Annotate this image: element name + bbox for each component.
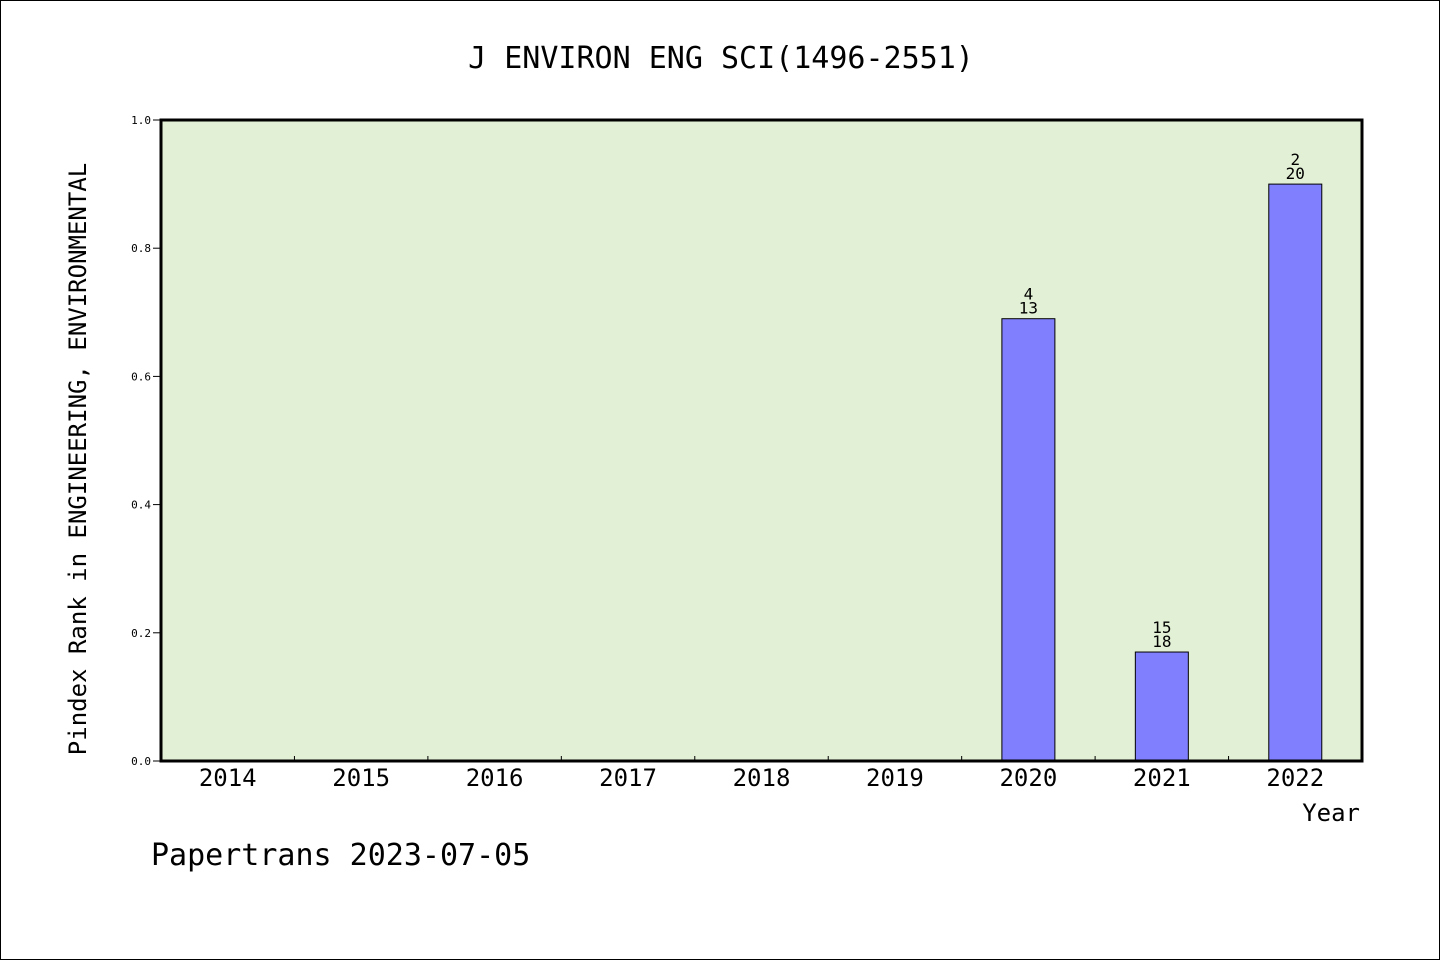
y-tick-label: 0.0 [131,755,151,768]
bar-2020 [1001,318,1056,762]
x-tick-label: 2016 [466,764,524,792]
y-axis-label: Pindex Rank in ENGINEERING, ENVIRONMENTA… [64,163,92,755]
x-tick-label: 2022 [1266,764,1324,792]
y-tick-label: 0.2 [131,627,151,640]
x-tick-label: 2019 [866,764,924,792]
x-tick-label: 2014 [199,764,257,792]
y-tick-label: 1.0 [131,114,151,127]
x-axis-label: Year [1302,799,1360,827]
bar-2022 [1268,183,1323,762]
bar-label-total: 18 [1152,632,1171,651]
y-tick-label: 0.6 [131,370,151,383]
y-tick-label: 0.8 [131,242,151,255]
plot-border [159,118,1364,763]
x-tick-label: 2018 [733,764,791,792]
x-tick-label: 2015 [332,764,390,792]
x-tick-label: 2020 [999,764,1057,792]
bar-label-total: 20 [1286,164,1305,183]
x-tick-label: 2017 [599,764,657,792]
x-tick-label: 2021 [1133,764,1191,792]
bar-2021 [1134,651,1189,762]
y-tick-label: 0.4 [131,499,151,512]
chart-title: J ENVIRON ENG SCI(1496-2551) [468,41,974,76]
bar-label-rank: 4 [1024,285,1034,304]
footer-text: Papertrans 2023-07-05 [151,838,530,873]
bar-label-rank: 2 [1290,150,1300,169]
bar-label-rank: 15 [1152,618,1171,637]
bar-label-total: 13 [1019,299,1038,318]
